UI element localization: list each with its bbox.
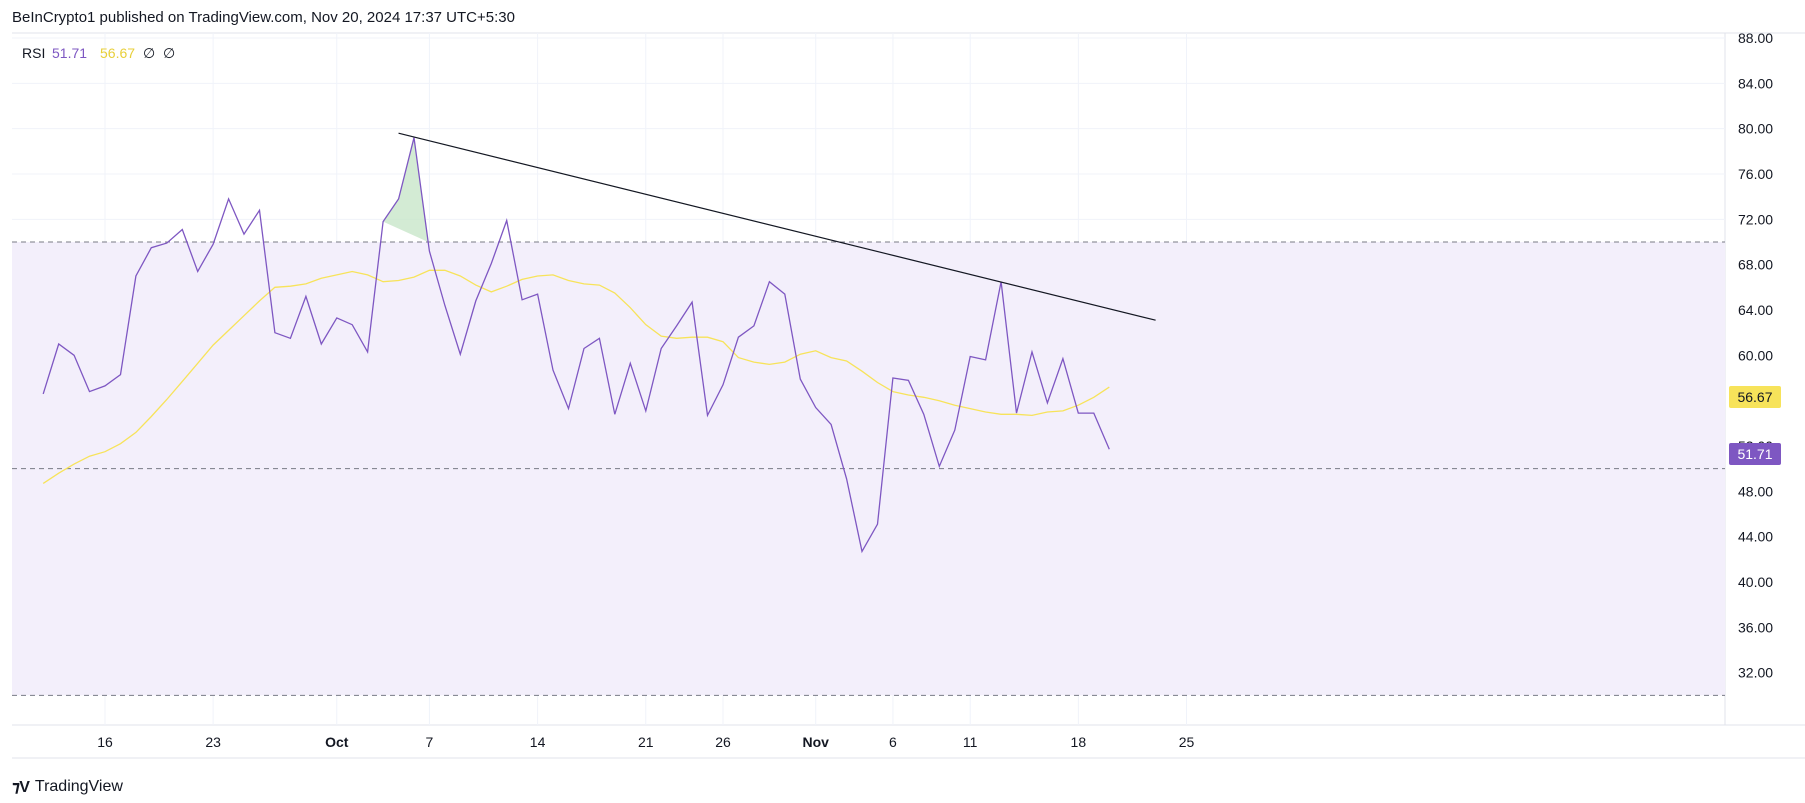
y-axis-labels: 88.00 84.00 80.00 76.00 72.00 68.00 64.00 60.00… <box>1738 30 1773 681</box>
y-tick-label: 80.00 <box>1738 121 1773 137</box>
legend-extra-2: ∅ <box>163 45 175 61</box>
brand-name: TradingView <box>34 778 123 795</box>
y-tick-label: 72.00 <box>1738 211 1773 227</box>
publish-info: BeInCrypto1 published on TradingView.com… <box>12 9 515 26</box>
ma-value-badge: 56.67 <box>1729 386 1781 408</box>
x-tick-label: 18 <box>1071 734 1087 750</box>
x-axis-labels: 16 23 Oct 7 14 21 26 Nov 6 11 18 25 <box>97 734 1194 750</box>
y-tick-label: 88.00 <box>1738 30 1773 46</box>
legend-ma-value: 56.67 <box>100 45 135 61</box>
legend-label: RSI <box>22 45 45 61</box>
y-tick-label: 68.00 <box>1738 257 1773 273</box>
y-tick-label: 60.00 <box>1738 347 1773 363</box>
y-tick-label: 76.00 <box>1738 166 1773 182</box>
x-tick-label: 23 <box>205 734 221 750</box>
legend-extra-1: ∅ <box>143 45 155 61</box>
legend: RSI 51.71 56.67 ∅ ∅ <box>22 45 175 61</box>
rsi-band-lines <box>12 241 1725 696</box>
y-tick-label: 32.00 <box>1738 665 1773 681</box>
x-tick-label: 14 <box>530 734 546 750</box>
y-tick-label: 36.00 <box>1738 619 1773 635</box>
rsi-badge-text: 51.71 <box>1737 446 1772 462</box>
x-tick-label: 26 <box>715 734 731 750</box>
descending-trendline[interactable] <box>398 132 1156 321</box>
x-tick-label: 21 <box>638 734 654 750</box>
legend-rsi-value: 51.71 <box>52 45 87 61</box>
rsi-line <box>42 137 1110 554</box>
tradingview-logo-icon: ⁊V <box>12 779 30 796</box>
y-tick-label: 64.00 <box>1738 302 1773 318</box>
ma-badge-text: 56.67 <box>1737 389 1772 405</box>
x-tick-label: 16 <box>97 734 113 750</box>
rsi-ma-line <box>42 269 1110 484</box>
x-tick-label: 7 <box>426 734 434 750</box>
y-tick-label: 40.00 <box>1738 574 1773 590</box>
y-tick-label: 44.00 <box>1738 529 1773 545</box>
x-tick-label: 11 <box>963 734 978 750</box>
x-tick-label: Oct <box>325 734 349 750</box>
y-tick-label: 84.00 <box>1738 75 1773 91</box>
x-tick-label: Nov <box>802 734 829 750</box>
rsi-value-badge: 51.71 <box>1729 443 1781 465</box>
footer-brand[interactable]: ⁊V TradingView <box>12 777 123 797</box>
x-tick-label: 25 <box>1179 734 1195 750</box>
y-tick-label: 48.00 <box>1738 483 1773 499</box>
x-tick-label: 6 <box>889 734 897 750</box>
